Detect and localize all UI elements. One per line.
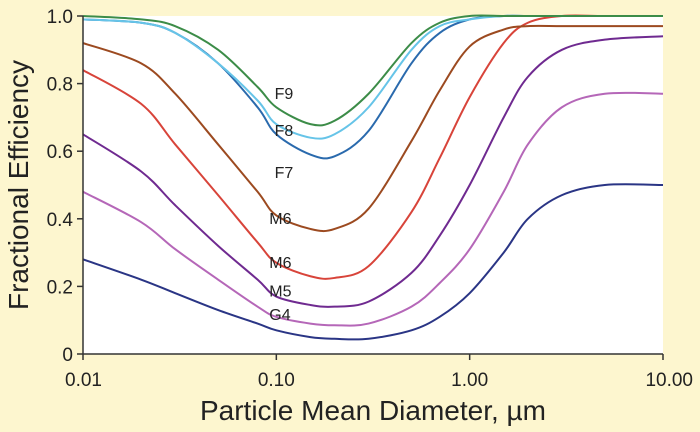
series-line-g4-0 <box>82 183 664 341</box>
axis-layer <box>82 16 663 355</box>
curve-label-f9-0: F9 <box>275 86 294 103</box>
series-line-f7-4 <box>82 24 663 233</box>
curve-label-f7-2: F7 <box>275 165 294 182</box>
x-tick-label: 0.01 <box>65 370 102 391</box>
y-tick-label: 1.0 <box>47 7 73 28</box>
series-line-m5-1 <box>82 91 664 327</box>
x-tick-label: 10.00 <box>645 370 693 391</box>
y-tick-label: 0.2 <box>47 277 73 298</box>
y-tick-label: 0 <box>62 345 73 366</box>
x-axis-title: Particle Mean Diameter, µm <box>200 395 546 426</box>
curve-label-f8-1: F8 <box>275 123 294 140</box>
y-tick-label: 0.6 <box>47 142 73 163</box>
y-tick-label: 0.4 <box>47 210 74 231</box>
series-line-m6-3 <box>82 14 663 280</box>
tick-layer: 0.01 0.10 1.00 10.00 0 0.2 0.4 0.6 0.8 1.0 <box>47 7 693 391</box>
series-layer <box>82 14 664 341</box>
x-tick-label: 0.10 <box>258 370 295 391</box>
plot-area <box>83 16 663 354</box>
curve-label-m5-5: M5 <box>269 284 291 301</box>
series-line-m6-2 <box>82 35 664 308</box>
curve-label-m6-4: M6 <box>269 255 291 272</box>
series-line-f9-7 <box>82 14 663 127</box>
curve-label-g4-6: G4 <box>269 307 290 324</box>
y-axis-title: Fractional Efficiency <box>3 60 34 310</box>
annotation-layer: F9 F8 F7 M6 M6 M5 G4 <box>269 86 293 324</box>
curve-label-m6-3: M6 <box>269 211 291 228</box>
x-tick-label: 1.00 <box>451 370 488 391</box>
y-tick-label: 0.8 <box>47 75 73 96</box>
